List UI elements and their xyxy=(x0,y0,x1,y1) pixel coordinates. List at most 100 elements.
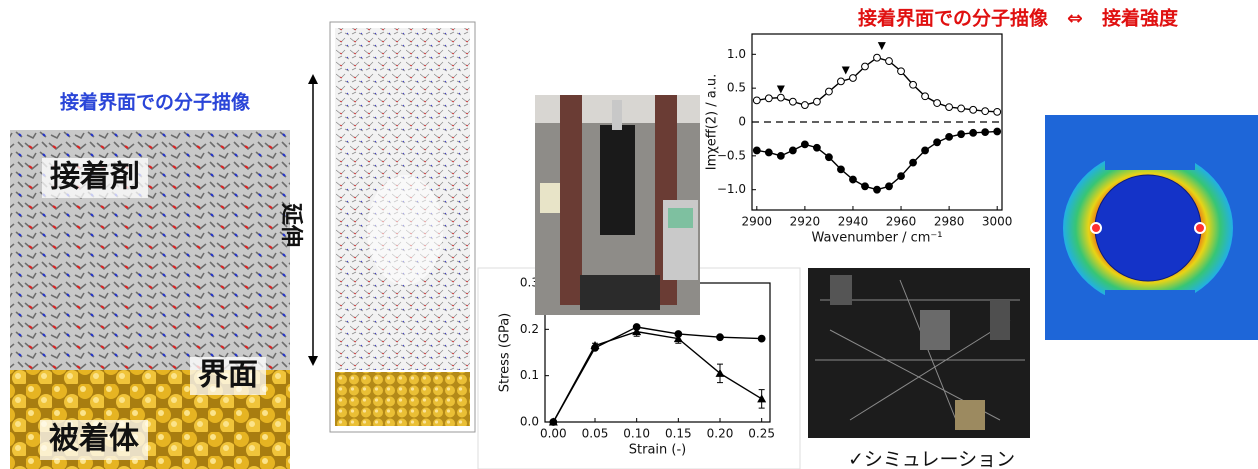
point xyxy=(814,98,821,105)
sfg-spectrum-chart: 2900 2920 2940 2960 2980 3000 1.0 0.5 0 −0.5 −1.0 W… xyxy=(705,34,1013,246)
point xyxy=(814,144,821,151)
tensile-photo xyxy=(535,95,700,315)
point xyxy=(886,58,893,65)
point xyxy=(898,68,905,75)
peak-marker xyxy=(777,86,785,94)
photo-rod xyxy=(612,100,622,130)
point xyxy=(753,97,760,104)
y-axis-label: Stress (GPa) xyxy=(498,313,513,393)
left-heading: 接着界面での分子描像 xyxy=(60,91,251,114)
photo-stage xyxy=(955,400,985,430)
y-tick-label: 0.0 xyxy=(520,415,539,429)
point xyxy=(934,100,941,107)
point xyxy=(994,128,1001,135)
x-tick-label: 0.20 xyxy=(707,427,734,441)
series-line xyxy=(757,131,997,189)
x-tick-label: 0.15 xyxy=(665,427,692,441)
x-tick-label: 2900 xyxy=(742,215,773,229)
point xyxy=(838,166,845,173)
x-axis-label: Strain (-) xyxy=(629,443,686,458)
fem-low xyxy=(1105,115,1195,170)
point xyxy=(910,159,917,166)
point xyxy=(982,129,989,136)
caption: ✓シミュレーション xyxy=(848,449,1015,469)
y-tick-label: 0.2 xyxy=(520,322,539,336)
point xyxy=(970,106,977,113)
point xyxy=(753,147,760,154)
gold-layer xyxy=(335,372,470,426)
point xyxy=(826,88,833,95)
x-tick-label: 3000 xyxy=(982,215,1013,229)
y-tick-label: −1.0 xyxy=(717,182,746,196)
point xyxy=(970,129,977,136)
point xyxy=(958,105,965,112)
top-heading: 接着界面での分子描像 ⇔ 接着強度 xyxy=(858,7,1179,30)
point xyxy=(801,141,808,148)
y-tick-label: 0 xyxy=(738,115,746,129)
stretch-label: 延伸 xyxy=(278,202,303,247)
adhesive-label: 接着剤 xyxy=(50,160,140,195)
point xyxy=(777,152,784,159)
point xyxy=(862,183,869,190)
point xyxy=(862,63,869,70)
x-tick-label: 0.10 xyxy=(623,427,650,441)
y-tick-label: −0.5 xyxy=(717,148,746,162)
slide: 接着界面での分子描像 接着剤 界面 被着体 延伸 0.000.050.100.1… xyxy=(0,0,1258,469)
point xyxy=(850,176,857,183)
y-tick-label: 0.5 xyxy=(727,81,746,95)
photo-mount xyxy=(920,310,950,350)
point xyxy=(934,139,941,146)
fem-inclusion xyxy=(1095,175,1201,281)
fem-point xyxy=(1195,223,1205,233)
x-tick-label: 2960 xyxy=(886,215,917,229)
point xyxy=(922,93,929,100)
point xyxy=(994,108,1001,115)
point xyxy=(838,78,845,85)
void xyxy=(367,175,443,285)
photo-mount xyxy=(830,275,852,305)
fem-point xyxy=(1091,223,1101,233)
point xyxy=(765,95,772,102)
fem-image xyxy=(1045,115,1258,340)
point xyxy=(946,104,953,111)
peak-marker xyxy=(878,42,886,50)
y-axis-label: Imχeff(2) / a.u. xyxy=(705,74,720,171)
y-tick-label: 1.0 xyxy=(727,47,746,61)
point xyxy=(874,186,881,193)
point xyxy=(765,149,772,156)
point xyxy=(789,147,796,154)
photo-box xyxy=(540,183,560,213)
point xyxy=(922,147,929,154)
point xyxy=(958,131,965,138)
x-tick-label: 0.05 xyxy=(582,427,609,441)
x-tick-label: 2920 xyxy=(790,215,821,229)
photo-mount xyxy=(990,300,1010,340)
point xyxy=(826,154,833,161)
point xyxy=(777,94,784,101)
fem-low xyxy=(1105,290,1195,340)
photo-grips xyxy=(600,125,635,235)
x-tick-label: 0.00 xyxy=(540,427,567,441)
adherend-label: 被着体 xyxy=(49,422,140,457)
photo-frame-post xyxy=(560,95,582,305)
peak-marker xyxy=(842,67,850,75)
laser-photo xyxy=(808,268,1030,438)
x-tick-label: 0.25 xyxy=(748,427,775,441)
point xyxy=(801,102,808,109)
point xyxy=(898,173,905,180)
interface-label: 界面 xyxy=(198,358,258,393)
photo-base xyxy=(580,275,660,310)
y-tick-label: 0.1 xyxy=(520,368,539,382)
x-tick-label: 2980 xyxy=(934,215,965,229)
x-axis-label: Wavenumber / cm⁻¹ xyxy=(812,231,943,246)
point xyxy=(874,54,881,61)
photo-screen xyxy=(668,208,693,228)
point xyxy=(910,81,917,88)
point xyxy=(982,108,989,115)
point xyxy=(886,183,893,190)
point xyxy=(758,335,765,342)
point xyxy=(789,98,796,105)
point xyxy=(946,133,953,140)
point xyxy=(717,334,724,341)
x-tick-label: 2940 xyxy=(838,215,869,229)
